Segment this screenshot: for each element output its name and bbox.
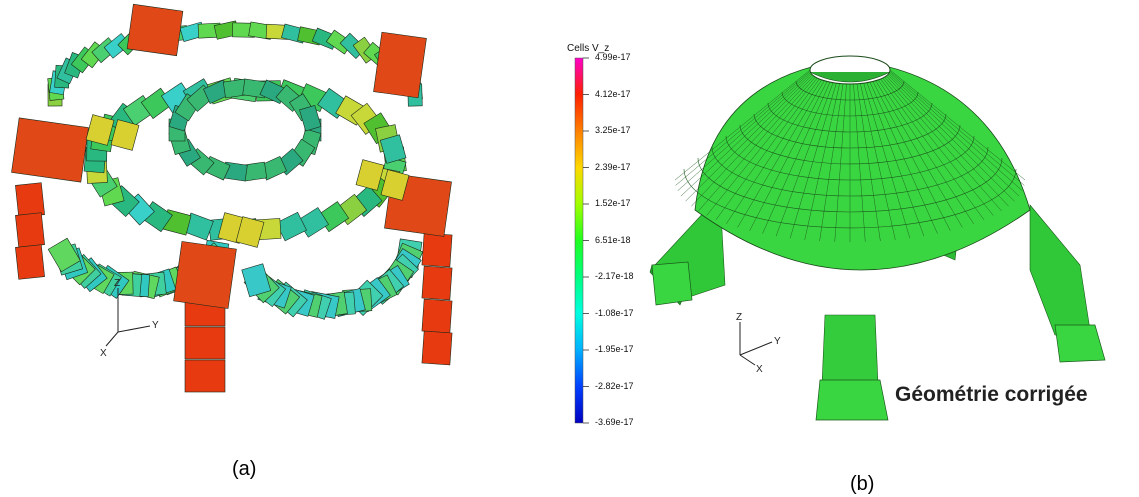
colorbar-tick-label: -2.82e-17 <box>595 380 634 391</box>
axis-y-label-b: Y <box>774 336 781 347</box>
panel-a-axis-triad: Z Y X <box>100 278 159 359</box>
warm-block <box>85 114 115 146</box>
dome-meridian <box>880 78 985 220</box>
pillar-block <box>15 244 45 280</box>
colorbar-tick-label: 1.52e-17 <box>595 198 631 208</box>
axis-z-label-b: Z <box>736 312 742 323</box>
dome-meridian <box>872 81 951 231</box>
panel-b-dome: Z Y X <box>560 0 1139 440</box>
warm-block <box>110 119 140 151</box>
colorbar-title: Cells V_z <box>567 43 610 54</box>
pillar-block <box>184 326 226 360</box>
dome-meridian <box>680 73 812 197</box>
dome-meridian <box>882 77 994 216</box>
colorbar-tick-label: 4.99e-17 <box>595 52 631 62</box>
pillar-block <box>15 182 45 218</box>
leg-right <box>1029 204 1091 336</box>
dome-meridian <box>691 75 814 207</box>
pillar-block <box>421 330 453 366</box>
dome-meridian <box>685 74 813 202</box>
foot-front <box>815 379 889 421</box>
panel-b-graphic: Z Y X <box>574 55 1106 424</box>
dome-meridian <box>737 80 825 228</box>
dome-meridian <box>706 77 818 216</box>
dome-meridian <box>884 76 1002 212</box>
axis-x-label-a: X <box>100 348 107 359</box>
dome-meridian <box>834 83 847 242</box>
pillar-block <box>184 359 226 393</box>
dome-meridian <box>674 69 811 181</box>
colorbar-tick-label: -2.17e-18 <box>595 271 634 281</box>
cap-block <box>126 3 184 57</box>
foot-right <box>1054 324 1106 363</box>
dome-meridian <box>677 72 811 191</box>
dome-meridian <box>887 74 1015 202</box>
dome-meridian <box>698 76 816 212</box>
panel-a-graphic: Z Y X <box>11 3 453 393</box>
cap-block <box>373 31 427 99</box>
dome-shell <box>694 59 1031 271</box>
axis-y-label-a: Y <box>152 320 159 331</box>
dome-meridian <box>856 83 881 242</box>
dome-meridian <box>889 69 1026 181</box>
block <box>379 134 407 164</box>
dome-meridians <box>674 69 1026 242</box>
dome-meridian <box>749 81 828 231</box>
oculus-rim <box>809 71 891 83</box>
axis-z-label-a: Z <box>114 278 120 289</box>
colorbar-tick-label: 6.51e-18 <box>595 234 631 245</box>
colorbar-tick-label: -3.69e-17 <box>595 417 634 427</box>
colorbar-tick-label: 2.39e-17 <box>595 161 631 172</box>
dome-meridian <box>888 73 1020 197</box>
dome-meridian <box>675 71 811 186</box>
dome-meridian <box>804 83 840 240</box>
block <box>241 263 272 298</box>
dome-meridian <box>762 82 831 234</box>
dome-meridian <box>886 75 1009 207</box>
dome-meridian <box>789 83 837 239</box>
foot-left <box>651 261 693 306</box>
pillar-block <box>15 212 45 248</box>
colorbar-tick-label: 4.12e-17 <box>595 88 631 99</box>
dome-meridian <box>860 83 896 240</box>
dome-meridian <box>715 78 820 220</box>
colorbar-tick-label: -1.95e-17 <box>595 344 634 354</box>
block <box>47 237 81 273</box>
axis-x-label-b: X <box>756 364 763 375</box>
dome-meridian <box>866 82 925 237</box>
dome-structure <box>649 55 1106 421</box>
block <box>299 104 322 132</box>
pillar-block <box>421 265 453 301</box>
block-field <box>11 3 453 393</box>
pillar-block <box>421 232 453 268</box>
dome-meridian <box>726 79 822 224</box>
dome-meridian <box>869 82 938 234</box>
warm-block <box>355 159 385 191</box>
cap-block <box>11 117 89 183</box>
panel-b-label: Géométrie corrigée <box>895 383 1088 406</box>
caption-b: (b) <box>850 473 875 495</box>
caption-a: (a) <box>232 458 257 480</box>
pillar-block <box>421 298 453 334</box>
dome-meridian <box>853 83 866 242</box>
panel-b-axis-triad: Z Y X <box>736 312 781 375</box>
dome-meridian <box>819 83 844 242</box>
cap-block <box>173 241 237 309</box>
colorbar-tick-marks <box>583 57 589 424</box>
dome-meridian <box>863 83 911 239</box>
colorbar-tick-label: -1.08e-17 <box>595 307 634 318</box>
dome-meridian <box>889 71 1025 186</box>
leg-front <box>821 314 879 386</box>
warm-block <box>235 216 265 248</box>
dome-meridian <box>775 82 834 237</box>
dome-meridian <box>889 72 1023 191</box>
colorbar-tick-label: 3.25e-17 <box>595 125 631 135</box>
warm-block <box>380 169 410 201</box>
dome-meridian <box>875 80 963 228</box>
dome-meridian <box>878 79 974 224</box>
colorbar <box>574 57 584 424</box>
panel-a-scattered-blocks: Z Y X <box>0 0 470 430</box>
